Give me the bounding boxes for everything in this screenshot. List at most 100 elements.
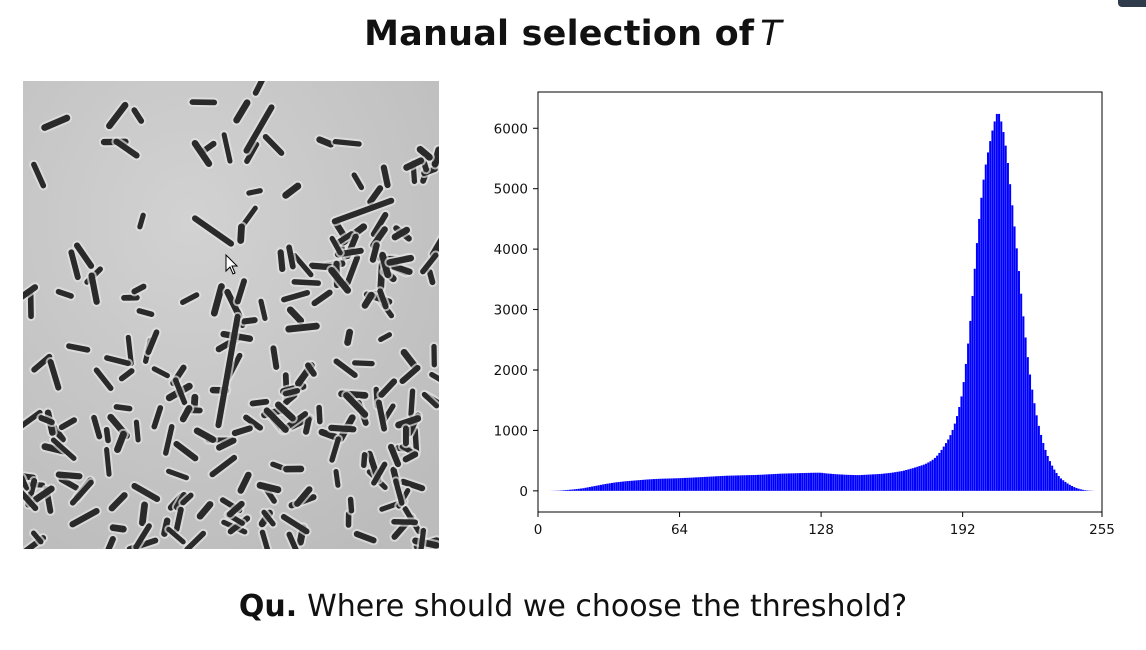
histogram-bar <box>648 479 651 491</box>
histogram-bar <box>1026 357 1029 491</box>
bacterium <box>305 362 317 377</box>
histogram-bar <box>787 473 790 491</box>
bacterium <box>243 104 275 154</box>
bacterium <box>184 530 207 549</box>
histogram-bar <box>1024 337 1027 491</box>
bacterium <box>386 254 415 266</box>
bacterium <box>104 447 112 477</box>
bacterium <box>114 430 127 453</box>
question-line: Qu. Where should we choose the threshold? <box>0 589 1146 624</box>
histogram-bar <box>615 482 618 491</box>
histogram-bar <box>854 475 857 491</box>
histogram-bar <box>805 472 808 491</box>
bacterium <box>408 388 416 417</box>
bacterium <box>113 404 133 412</box>
bacterium <box>166 468 189 481</box>
histogram-bar <box>683 477 687 491</box>
histogram-bar <box>1059 478 1063 491</box>
x-tick-label: 64 <box>671 522 688 538</box>
histogram-bar <box>597 485 600 491</box>
histogram-bar <box>668 478 671 491</box>
histogram-bar <box>710 476 713 491</box>
histogram-bar <box>878 473 881 491</box>
bacterium <box>133 523 152 549</box>
histogram-bar <box>726 475 729 491</box>
bacterium <box>369 242 380 263</box>
bacterium <box>137 212 146 230</box>
histogram-bar <box>613 482 616 491</box>
bacterium <box>391 226 411 241</box>
histogram-bar <box>617 482 620 491</box>
histogram-bar <box>622 481 625 491</box>
bacterium <box>352 360 375 367</box>
bacterium <box>400 348 418 369</box>
histogram-bar <box>677 478 680 491</box>
histogram-bar <box>984 164 987 491</box>
bacterium <box>292 253 314 278</box>
bacterium <box>418 527 427 549</box>
histogram-bar <box>1057 476 1060 491</box>
histogram-bar <box>610 482 614 491</box>
bacterium <box>387 443 402 468</box>
histogram-bar <box>732 475 735 491</box>
bacterium <box>41 114 71 131</box>
bacterium <box>361 291 375 309</box>
histogram-bar <box>876 474 879 491</box>
histogram-bar <box>759 474 762 491</box>
histogram-bar <box>978 218 981 491</box>
histogram-bar <box>995 113 998 491</box>
histogram-bar <box>1002 132 1005 491</box>
histogram-bar <box>896 471 899 491</box>
bacterium <box>402 451 419 463</box>
bacterium <box>93 367 114 391</box>
bacterium <box>69 479 94 506</box>
histogram-bars <box>549 113 1096 491</box>
bacterium <box>221 132 233 164</box>
histogram-bar <box>1084 490 1087 491</box>
histogram-bar <box>1020 293 1023 491</box>
histogram-bar <box>768 474 771 491</box>
histogram-bar <box>1068 484 1071 491</box>
bacterium <box>261 509 276 527</box>
histogram-bar <box>874 474 877 491</box>
bacterium <box>286 244 296 270</box>
bacterium <box>31 161 47 189</box>
bacterium <box>215 313 241 429</box>
bacterium <box>23 490 39 512</box>
bacterium <box>131 283 147 295</box>
x-tick-label: 128 <box>808 522 834 538</box>
bacterium <box>243 414 264 431</box>
bacterium <box>294 486 313 507</box>
y-tick-label: 3000 <box>494 303 528 319</box>
histogram-bar <box>695 477 698 491</box>
bacterium <box>426 269 436 286</box>
histogram-bar <box>821 472 824 491</box>
histogram-bar <box>595 485 598 491</box>
bacterium <box>416 145 433 161</box>
bacterium <box>400 478 426 492</box>
bacterium <box>286 531 299 549</box>
histogram-bar <box>717 476 720 491</box>
slide-title: Manual selection of T <box>0 14 1146 54</box>
bacterium <box>412 427 420 455</box>
histogram-bar <box>745 475 748 491</box>
histogram-bar <box>1046 455 1049 491</box>
histogram-bar <box>591 486 594 491</box>
histogram-bar <box>1071 486 1074 491</box>
histogram-bar <box>816 472 819 491</box>
histogram-bar <box>883 473 886 491</box>
histogram-bar <box>577 488 580 491</box>
histogram-bar <box>571 489 574 491</box>
histogram-bar <box>1082 489 1085 491</box>
histogram-bar <box>909 468 912 491</box>
bacterium <box>66 343 91 353</box>
bacterium <box>259 529 271 549</box>
bacterium <box>88 272 100 305</box>
histogram-bar <box>792 473 795 491</box>
bacterium <box>231 425 253 437</box>
histogram-bar <box>933 457 936 491</box>
histogram-bar <box>1006 163 1009 491</box>
histogram-bar <box>637 480 640 491</box>
bacterium <box>370 211 389 238</box>
histogram-bar <box>670 478 673 491</box>
